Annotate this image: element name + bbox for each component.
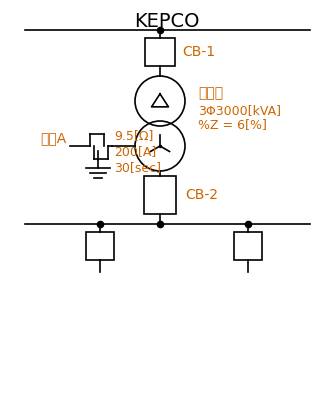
Bar [86, 232, 114, 260]
Text: 9.5[Ω]: 9.5[Ω] [114, 130, 153, 143]
Bar [234, 232, 262, 260]
Text: 3Φ3000[kVA]: 3Φ3000[kVA] [198, 105, 281, 117]
Text: KEPCO: KEPCO [134, 12, 200, 31]
Bar [145, 38, 175, 66]
Text: %Z = 6[%]: %Z = 6[%] [198, 118, 267, 132]
Text: 변압기: 변압기 [198, 86, 223, 100]
Text: CB-2: CB-2 [185, 188, 218, 202]
Bar [144, 176, 176, 214]
Text: 30[sec]: 30[sec] [114, 162, 161, 175]
Text: 200[A]: 200[A] [114, 145, 156, 158]
Text: 기기A: 기기A [41, 131, 67, 145]
Text: CB-1: CB-1 [182, 45, 215, 59]
